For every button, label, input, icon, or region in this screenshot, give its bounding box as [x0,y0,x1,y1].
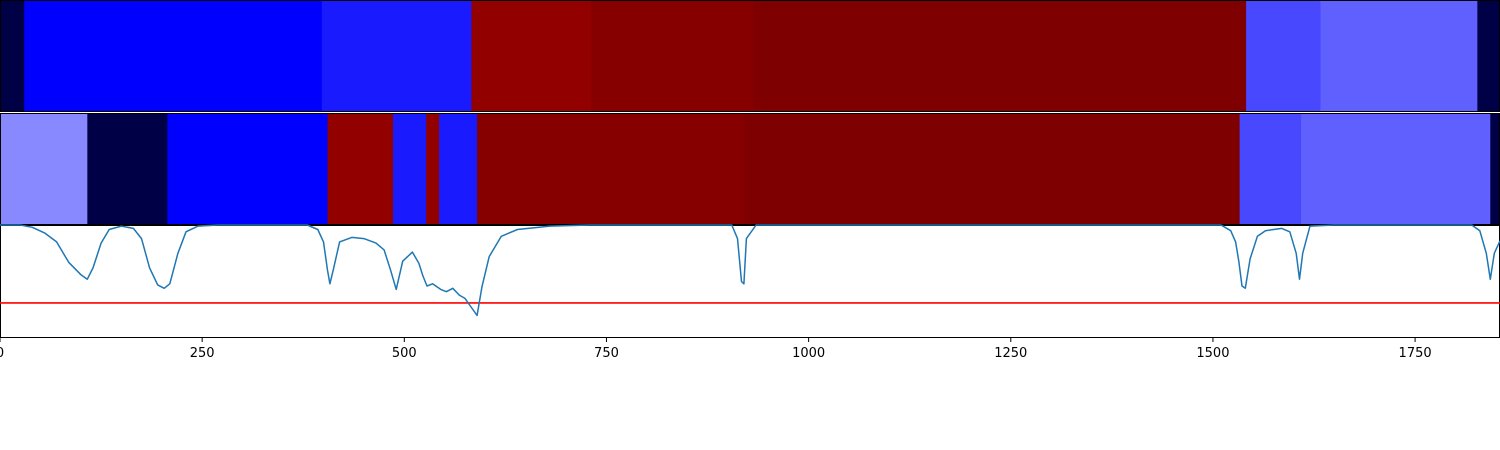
plot-frame [0,225,1500,338]
heatmap-cell [24,0,323,112]
heatmap-cell [471,0,592,112]
x-tick-label: 1750 [1399,346,1432,361]
heatmap-cell [439,113,478,225]
heatmap-cell [321,0,472,112]
heatmap-cell [477,113,746,225]
series-line [0,224,1500,317]
heatmap-cell [1477,0,1500,112]
heatmap-band-top [0,0,1500,112]
x-tick-label: 1000 [792,346,825,361]
x-tick-label: 1250 [994,346,1027,361]
heatmap-cell [87,113,168,225]
heatmap-cell [1246,0,1321,112]
heatmap-cell [1490,113,1500,225]
heatmap-cell [752,0,1247,112]
heatmap-band-middle [0,113,1500,225]
heatmap-cell [392,113,427,225]
heatmap-cell [1239,113,1302,225]
x-tick-label: 1500 [1196,346,1229,361]
heatmap-cell [0,113,88,225]
x-tick-label: 0 [0,346,4,361]
x-tick-label: 750 [594,346,619,361]
heatmap-cell [744,113,1241,225]
x-tick-label: 500 [392,346,417,361]
x-tick-label: 250 [190,346,215,361]
heatmap-cell [1301,113,1491,225]
heatmap-cell [167,113,328,225]
heatmap-cell [591,0,754,112]
x-axis: 0 250 500 750 1000 1250 1500 1750 [0,338,1432,361]
line-plot-area [0,224,1500,338]
heatmap-cell [0,0,25,112]
heatmap-cell [426,113,440,225]
heatmap-cell [1320,0,1478,112]
heatmap-cell [327,113,394,225]
